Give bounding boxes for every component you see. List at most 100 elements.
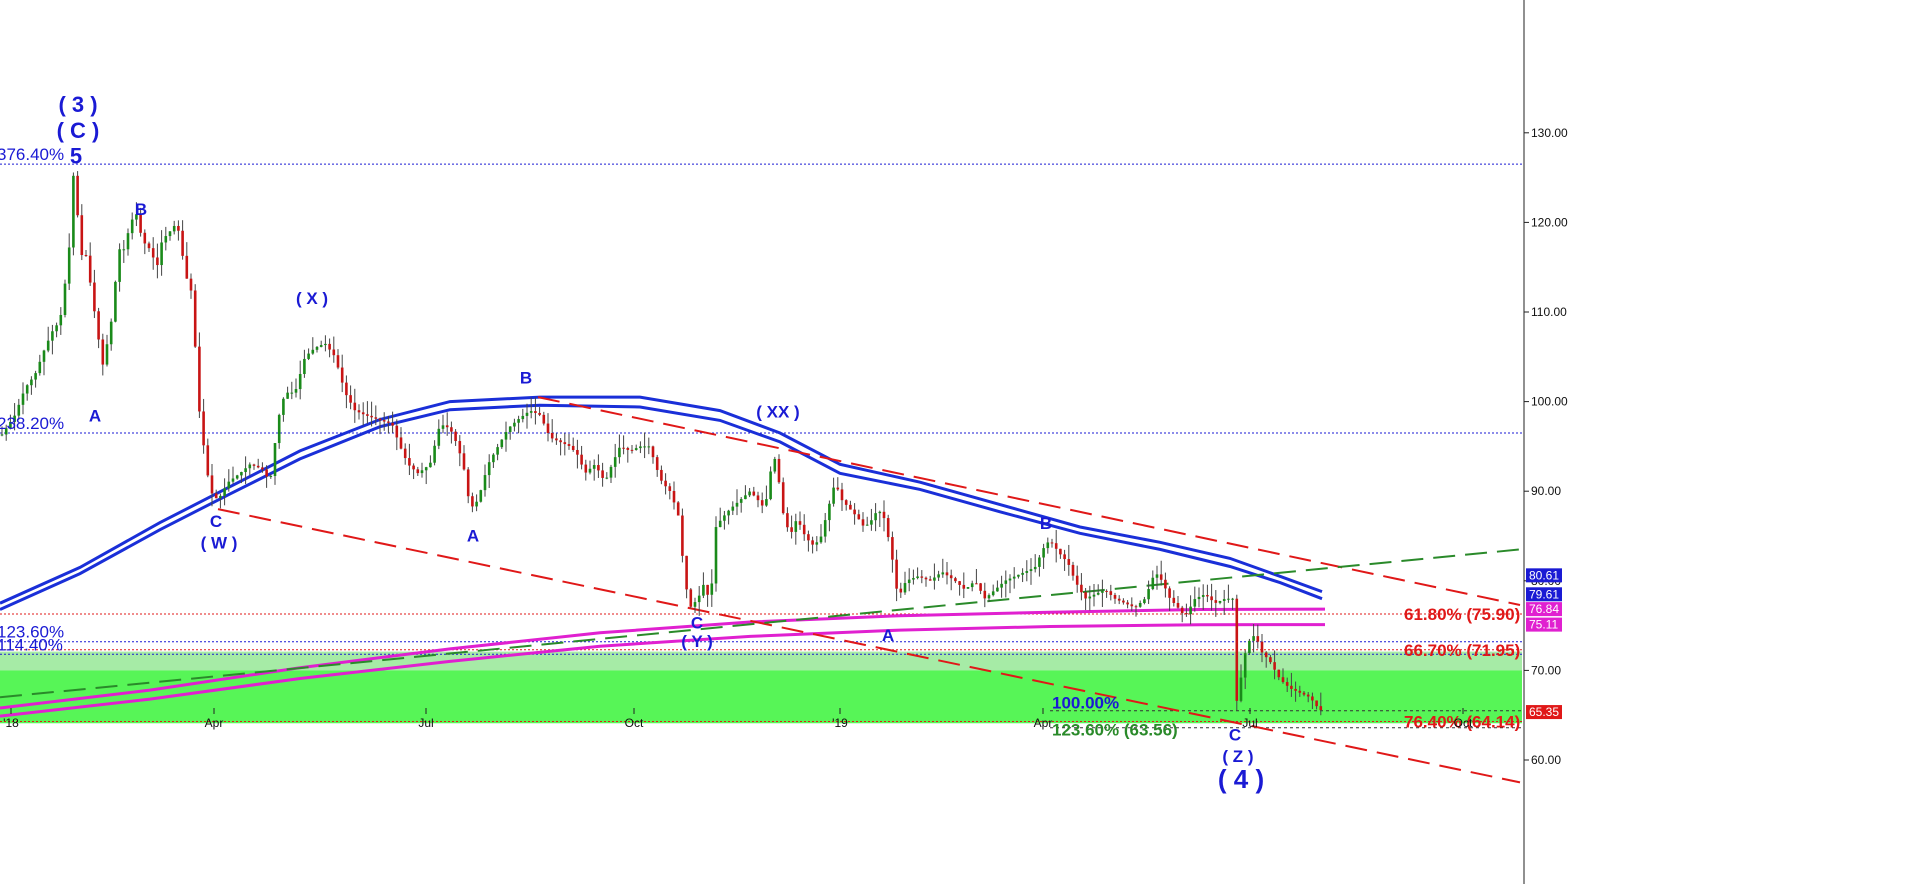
candle-body bbox=[1172, 597, 1176, 603]
time-tick-label: Oct bbox=[625, 716, 644, 730]
candle-body bbox=[592, 465, 596, 469]
candle-body bbox=[1193, 599, 1197, 607]
candle-body bbox=[59, 314, 63, 326]
candle-body bbox=[366, 414, 369, 416]
candle-body bbox=[1290, 685, 1293, 689]
candle-body bbox=[697, 595, 701, 603]
candle-body bbox=[865, 524, 869, 526]
candle-body bbox=[1130, 604, 1134, 607]
trendline bbox=[217, 508, 1521, 784]
candle-body bbox=[857, 514, 861, 520]
candle-body bbox=[584, 464, 588, 473]
candle-body bbox=[958, 581, 961, 585]
candle-body bbox=[1088, 596, 1092, 599]
candle-body bbox=[752, 491, 756, 496]
candle-body bbox=[786, 513, 789, 528]
candle-body bbox=[206, 445, 210, 476]
candle-body bbox=[576, 449, 579, 455]
candle-body bbox=[1080, 584, 1083, 593]
candle-body bbox=[1273, 662, 1276, 670]
candle-body bbox=[1012, 576, 1016, 579]
candle-body bbox=[1050, 542, 1054, 544]
candle-body bbox=[298, 374, 302, 390]
candle-body bbox=[836, 487, 840, 490]
trendline bbox=[537, 396, 1521, 606]
candle-body bbox=[912, 578, 915, 580]
candle-body bbox=[151, 248, 155, 258]
wave-label: ( C ) bbox=[57, 118, 100, 143]
candle-body bbox=[559, 440, 562, 443]
wave-label: B bbox=[135, 200, 147, 219]
candle-body bbox=[42, 350, 46, 362]
candle-body bbox=[1277, 669, 1281, 678]
candle-body bbox=[265, 469, 268, 477]
wave-label: ( 3 ) bbox=[58, 92, 97, 117]
candle-body bbox=[445, 425, 449, 428]
candle-body bbox=[1075, 575, 1079, 585]
candle-body bbox=[760, 500, 764, 506]
candle-body bbox=[739, 499, 743, 503]
candle-body bbox=[945, 572, 949, 576]
candle-body bbox=[643, 446, 646, 448]
candle-body bbox=[324, 343, 327, 346]
candle-body bbox=[340, 367, 344, 383]
fib-label-right: 61.80% (75.90) bbox=[1404, 605, 1520, 624]
candle-body bbox=[1067, 559, 1071, 565]
fib-label-left: 376.40% bbox=[0, 145, 64, 164]
price-tick-label: 130.00 bbox=[1531, 126, 1568, 140]
candle-body bbox=[303, 358, 306, 375]
wave-labels: ( 3 )( C )5BA( X )B( XX )C( W ) AC( Y ) AB… bbox=[57, 92, 1265, 794]
candle-body bbox=[198, 346, 201, 412]
candle-body bbox=[1033, 566, 1037, 570]
candle-body bbox=[529, 411, 533, 413]
candle-body bbox=[878, 511, 882, 514]
candle-body bbox=[588, 468, 592, 473]
candle-body bbox=[160, 242, 163, 266]
candle-body bbox=[639, 446, 642, 449]
candle-body bbox=[983, 590, 987, 599]
candle-body bbox=[773, 458, 777, 472]
wave-label: 5 bbox=[70, 143, 82, 168]
candle-body bbox=[46, 340, 50, 351]
candle-body bbox=[668, 486, 672, 491]
candle-body bbox=[517, 419, 520, 423]
candle-body bbox=[97, 311, 100, 340]
candle-body bbox=[874, 513, 877, 521]
candle-body bbox=[727, 510, 730, 516]
candle-body bbox=[466, 469, 470, 497]
candle-body bbox=[609, 466, 613, 478]
wave-label: C bbox=[1229, 725, 1241, 744]
candle-body bbox=[907, 579, 911, 584]
candle-body bbox=[164, 236, 168, 243]
candle-body bbox=[1319, 706, 1323, 711]
candle-body bbox=[80, 215, 84, 256]
candle-body bbox=[1197, 596, 1201, 600]
candle-body bbox=[571, 445, 575, 450]
candle-body bbox=[924, 577, 928, 580]
candle-body bbox=[748, 491, 751, 496]
candle-body bbox=[210, 475, 214, 494]
candle-body bbox=[147, 243, 151, 249]
candle-body bbox=[4, 428, 8, 435]
time-tick-label: Oct bbox=[1454, 716, 1473, 730]
candle-body bbox=[513, 422, 516, 427]
candle-body bbox=[38, 361, 42, 374]
price-axis: 130.00120.00110.00100.0090.0080.0070.006… bbox=[1523, 0, 1568, 884]
candle-body bbox=[626, 448, 630, 450]
candle-body bbox=[1054, 543, 1058, 549]
candle-body bbox=[1227, 598, 1230, 600]
wave-label: C bbox=[210, 512, 222, 531]
candle-body bbox=[315, 346, 319, 350]
candle-body bbox=[408, 458, 411, 466]
candle-body bbox=[828, 503, 831, 521]
candle-body bbox=[664, 480, 667, 487]
candle-body bbox=[765, 499, 768, 506]
candle-body bbox=[185, 255, 189, 279]
candle-body bbox=[630, 449, 634, 451]
candle-body bbox=[970, 583, 974, 588]
candle-body bbox=[798, 521, 802, 525]
candle-body bbox=[1105, 590, 1108, 592]
candle-body bbox=[231, 478, 235, 482]
candle-body bbox=[420, 470, 424, 474]
